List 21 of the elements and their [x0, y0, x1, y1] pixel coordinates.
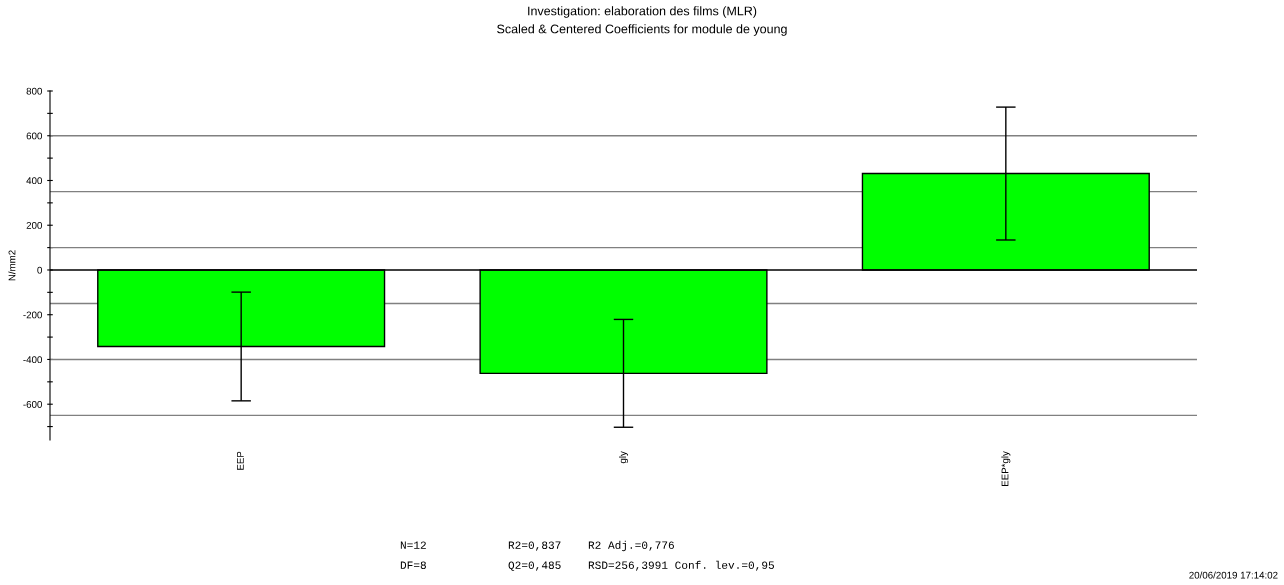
- text: R2 Adj.=0,776: [588, 540, 674, 552]
- text: 20/06/2019 17:14:02: [1189, 571, 1278, 579]
- y-tick-label: 800: [26, 87, 42, 95]
- y-axis-title: N/mm2: [8, 250, 16, 281]
- text: N=12: [400, 541, 426, 549]
- text: R2=0,837: [508, 541, 561, 551]
- chart-title: Investigation: elaboration des films (MLR): [528, 6, 757, 18]
- y-tick-label: 0: [37, 266, 42, 274]
- y-tick-label: -400: [23, 356, 42, 364]
- x-tick-label: EEP*gly: [1001, 451, 1011, 486]
- x-tick-label: EEP: [236, 451, 244, 470]
- y-tick-label: -200: [23, 311, 42, 319]
- text: RSD=256,3991 Conf. lev.=0,95: [588, 560, 774, 571]
- text: Q2=0,485: [508, 561, 561, 571]
- y-tick-label: 200: [26, 221, 42, 229]
- chart-subtitle: Scaled & Centered Coefficients for module de young: [497, 24, 787, 36]
- y-tick-label: 400: [26, 177, 42, 185]
- y-tick-label: -600: [23, 400, 42, 408]
- y-tick-label: 600: [26, 132, 42, 140]
- text: DF=8: [400, 561, 426, 569]
- x-tick-label: gly: [618, 451, 629, 464]
